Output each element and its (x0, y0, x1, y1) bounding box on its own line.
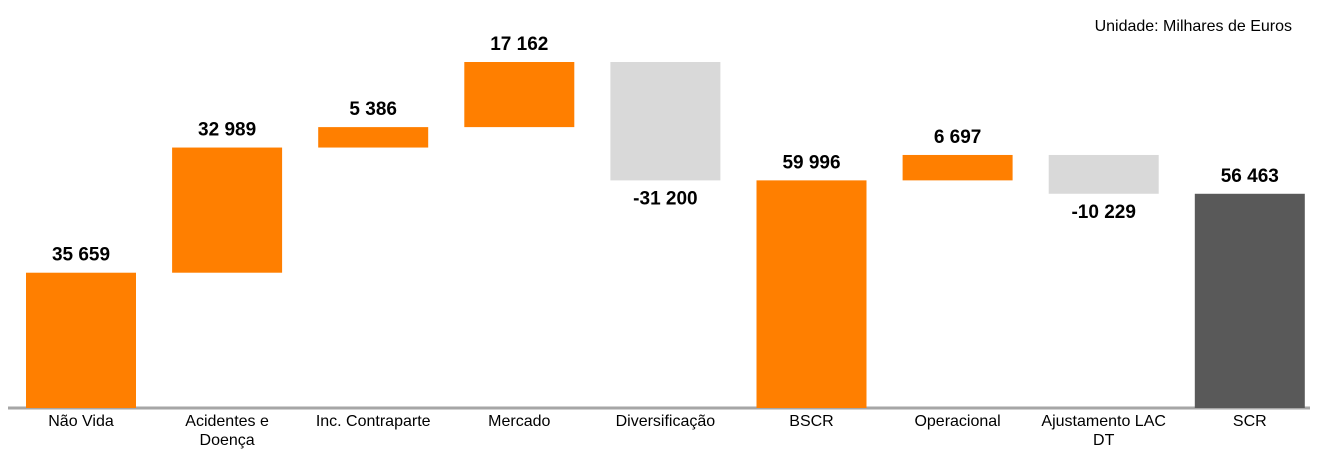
value-label: 5 386 (349, 99, 397, 120)
x-tick-label: Inc. Contraparte (315, 413, 431, 430)
x-tick-label: Acidentes e Doença (185, 413, 269, 449)
x-tick-label: Não Vida (48, 413, 114, 430)
bar (610, 62, 721, 181)
bar (1194, 193, 1305, 408)
value-label: 17 162 (490, 34, 548, 55)
value-label: 56 463 (1221, 166, 1279, 187)
bar (318, 127, 429, 148)
x-tick-label: Mercado (488, 413, 551, 430)
bar (26, 272, 136, 408)
x-tick-label: Operacional (914, 413, 1001, 430)
x-tick-label: Diversificação (615, 413, 716, 430)
value-label: 32 989 (198, 120, 256, 141)
bar (464, 62, 575, 128)
value-label: -31 200 (633, 188, 697, 209)
chart-subtitle: Unidade: Milhares de Euros (1095, 18, 1292, 35)
bar (902, 154, 1013, 181)
x-tick-label: SCR (1232, 413, 1267, 430)
x-tick-label: Ajustamento LAC DT (1041, 413, 1166, 449)
value-label: 59 996 (782, 152, 840, 173)
bar (172, 147, 283, 273)
value-label: 35 659 (52, 245, 110, 266)
x-tick-label: BSCR (789, 413, 834, 430)
value-label: 6 697 (934, 127, 982, 148)
bar (756, 180, 867, 408)
bar (1048, 154, 1159, 194)
value-label: -10 229 (1071, 202, 1135, 223)
